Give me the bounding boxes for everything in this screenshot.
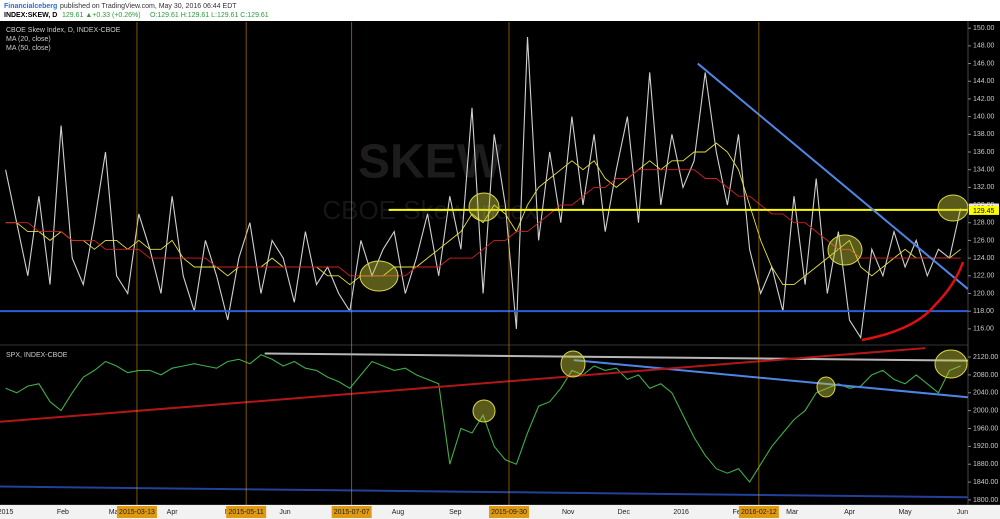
y-tick-label: 120.00 [973, 290, 995, 297]
x-tick-label: Feb [732, 509, 744, 516]
y-tick-label: 2120.00 [973, 354, 998, 361]
y-tick-label: 126.00 [973, 237, 995, 244]
highlight-circle [827, 234, 863, 266]
published: published on TradingView.com, May 30, 20… [60, 3, 237, 10]
y-tick-label: 124.00 [973, 255, 995, 262]
x-tick-label: Jun [957, 509, 968, 516]
x-tick-label: Mar [786, 509, 799, 516]
x-tick-label: 2015-09-30 [491, 509, 527, 516]
highlight-circle [468, 192, 500, 222]
y-tick-label: 138.00 [973, 131, 995, 138]
trend-line [0, 485, 968, 499]
quote: 129.61 ▲+0.33 (+0.26%) [62, 12, 141, 19]
y-tick-label: 142.00 [973, 96, 995, 103]
x-tick-label: 2015-03-13 [119, 509, 155, 516]
date-marker-box [488, 506, 529, 518]
y-tick-label: 2080.00 [973, 372, 998, 379]
y-tick-label: 150.00 [973, 25, 995, 32]
legend-entry: MA (50, close) [6, 45, 51, 52]
header-bar [0, 0, 1000, 21]
x-tick-label: 2016 [673, 509, 689, 516]
trend-line [697, 62, 968, 290]
x-tick-label: Nov [562, 509, 575, 516]
y-tick-label: 1920.00 [973, 443, 998, 450]
x-tick-label: May [898, 509, 912, 516]
y-tick-label: 116.00 [973, 326, 994, 333]
hline-value-box [969, 205, 999, 215]
x-tick-label: Jun [279, 509, 290, 516]
date-marker-box [738, 506, 779, 518]
highlight-circle [359, 260, 399, 292]
legend-entry: SPX, INDEX-CBOE [6, 352, 68, 359]
y-tick-label: 132.00 [973, 184, 995, 191]
date-marker-box [226, 506, 267, 518]
trend-line [573, 359, 968, 399]
y-tick-label: 118.00 [973, 308, 994, 315]
y-tick-label: 146.00 [973, 60, 995, 67]
y-tick-label: 136.00 [973, 149, 995, 156]
highlights [359, 192, 969, 423]
y-tick-label: 2000.00 [973, 407, 998, 414]
series-line [5, 142, 961, 286]
y-tick-label: 1840.00 [973, 479, 998, 486]
symbol: INDEX:SKEW, D [4, 12, 57, 19]
y-tick-label: 1960.00 [973, 425, 998, 432]
y-tick-label: 128.00 [973, 220, 995, 227]
trend-line [0, 347, 926, 423]
trend-line [264, 352, 968, 362]
x-tick-label: 2015-07-07 [334, 509, 370, 516]
watermark: SKEW [358, 136, 503, 189]
y-tick-label: 134.00 [973, 167, 995, 174]
highlight-circle [937, 194, 969, 222]
x-tick-label: Aug [392, 509, 405, 516]
highlight-circle [472, 399, 496, 423]
y-tick-label: 144.00 [973, 78, 995, 85]
y-tick-label: 1880.00 [973, 461, 998, 468]
y-tick-label: 1800.00 [973, 497, 998, 504]
legend-entry: MA (20, close) [6, 36, 51, 43]
highlight-circle [816, 376, 836, 398]
publisher: Financialceberg [4, 3, 57, 10]
y-tick-label: 2040.00 [973, 390, 998, 397]
x-tick-label: Feb [57, 509, 69, 516]
highlight-circle [560, 350, 586, 378]
x-tick-label: Dec [618, 509, 631, 516]
date-marker-box [331, 506, 372, 518]
x-tick-label: Sep [449, 509, 462, 516]
series-line [5, 169, 961, 277]
y-tick-label: 148.00 [973, 43, 995, 50]
hline-value-label: 129.45 [973, 208, 995, 215]
x-tick-label: Mar [109, 509, 122, 516]
date-marker-box [116, 506, 157, 518]
pane [0, 347, 968, 499]
x-tick-label: 2015-05-11 [229, 509, 264, 516]
y-tick-label: 140.00 [973, 113, 995, 120]
x-tick-label: Apr [844, 509, 856, 516]
ohlc: O:129.61 H:129.61 L:129.61 C:129.61 [150, 12, 269, 19]
x-tick-label: Apr [167, 509, 179, 516]
x-tick-label: 2015 [0, 509, 13, 516]
legend-entry: CBOE Skew Index, D, INDEX-CBOE [6, 27, 121, 34]
y-tick-label: 122.00 [973, 273, 995, 280]
series-line [5, 354, 961, 484]
highlight-circle [934, 349, 968, 379]
series-line [5, 36, 962, 340]
x-tick-label: 2016-02-12 [741, 509, 777, 516]
red-arrow [861, 261, 965, 342]
